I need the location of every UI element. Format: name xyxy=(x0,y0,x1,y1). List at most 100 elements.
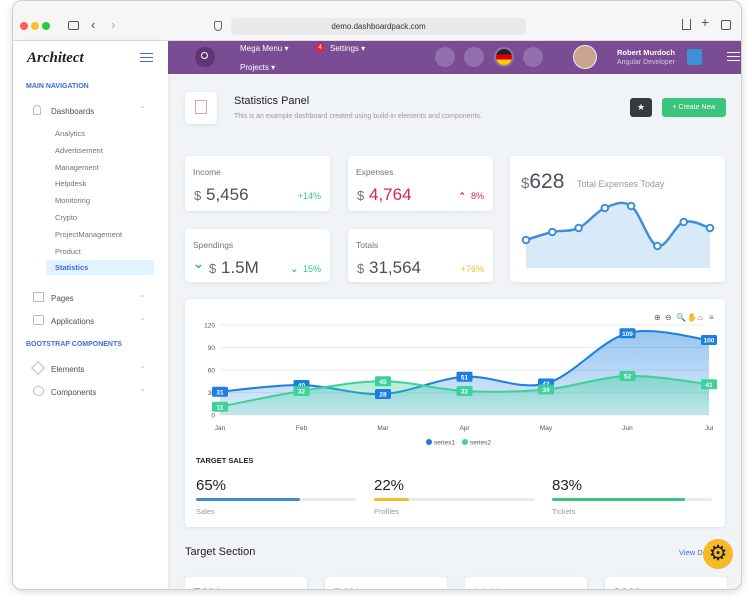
create-button[interactable]: + Create New xyxy=(662,98,726,117)
legend-marker xyxy=(462,439,468,445)
nav-subitem[interactable]: Helpdesk xyxy=(55,179,87,189)
sparkline-point xyxy=(547,227,557,237)
nav-icon xyxy=(33,315,44,325)
stat-card: Expenses $4,764 ⌃ 8% xyxy=(348,156,493,211)
data-label: 51 xyxy=(461,374,469,381)
settings-menu[interactable]: Settings ▾ xyxy=(330,44,366,53)
search-button[interactable] xyxy=(195,47,215,67)
share-button[interactable] xyxy=(682,19,691,30)
data-label: 52 xyxy=(624,374,632,381)
forward-button[interactable]: › xyxy=(111,17,116,32)
browser-toolbar: ‹ › demo.dashboardpack.com + xyxy=(13,1,741,41)
new-tab-button[interactable]: + xyxy=(701,14,710,30)
mega-menu[interactable]: Mega Menu ▾ xyxy=(240,44,289,53)
view-link[interactable]: View Details xyxy=(679,548,721,557)
data-label-box xyxy=(456,386,473,396)
currency: $ xyxy=(521,175,530,192)
stat-change: ⌄ 15% xyxy=(290,264,321,275)
chevron: ⌄ xyxy=(139,384,146,393)
language-button[interactable] xyxy=(494,47,514,67)
target-label: Sales xyxy=(196,507,215,516)
progress-bar xyxy=(552,498,685,501)
section-title: BOOTSTRAP COMPONENTS xyxy=(26,341,122,348)
grid-button[interactable] xyxy=(435,47,455,67)
stat-card: Spendings ⌄ $1.5M ⌄ 15% xyxy=(185,229,330,282)
notifications-button[interactable] xyxy=(464,47,484,67)
page-icon xyxy=(185,92,217,124)
favorite-button[interactable]: ★ xyxy=(630,98,652,117)
toolbar-icon: ≡ xyxy=(709,313,714,322)
x-tick-label: Jun xyxy=(622,425,633,432)
menu-toggle[interactable] xyxy=(140,53,153,62)
nav-subitem[interactable]: Management xyxy=(55,162,99,172)
toolbar-icon: ⊖ xyxy=(665,313,672,322)
y-tick-label: 0 xyxy=(211,413,215,420)
shield-icon xyxy=(214,21,222,31)
data-label-box xyxy=(212,401,228,412)
minimize-button[interactable] xyxy=(31,22,39,30)
close-button[interactable] xyxy=(20,22,28,30)
data-label: 34 xyxy=(542,387,550,394)
target-value: 83% xyxy=(552,477,583,494)
section-title: Target Section xyxy=(185,546,256,558)
chart-card: 0306090120JanFebMarAprMayJunJul314028514… xyxy=(185,299,725,527)
data-label-box xyxy=(619,371,636,381)
sparkline-point xyxy=(626,201,636,211)
data-label-box xyxy=(701,379,717,390)
stats-button[interactable] xyxy=(523,47,543,67)
zoom-button[interactable] xyxy=(42,22,50,30)
data-label: 41 xyxy=(705,382,713,389)
target-card-value: 54% xyxy=(333,585,361,589)
nav-subitem[interactable]: Advertisement xyxy=(55,145,103,155)
y-tick-label: 60 xyxy=(208,368,216,375)
data-label-box xyxy=(212,386,228,397)
data-label: 100 xyxy=(704,338,715,345)
settings-label: Settings xyxy=(330,44,359,53)
change-value: 8% xyxy=(470,191,484,201)
tabs-button[interactable] xyxy=(721,20,731,30)
projects-menu[interactable]: Projects ▾ xyxy=(240,63,276,72)
logo[interactable]: Architect xyxy=(27,50,84,66)
nav-subitem[interactable]: Crypto xyxy=(55,213,78,222)
progress-bar xyxy=(196,498,300,501)
stat-value: 1.5M xyxy=(221,258,259,277)
nav-subitem[interactable]: Analytics xyxy=(55,129,86,138)
user-role: Angular Developer xyxy=(617,59,675,66)
nav-item[interactable]: Applications xyxy=(51,317,95,326)
nav-item[interactable]: Elements xyxy=(51,365,85,374)
target-card: 71% xyxy=(185,577,307,589)
nav-icon xyxy=(30,360,46,376)
stat-label: Spendings xyxy=(193,240,234,250)
nav-item[interactable]: Components xyxy=(51,388,97,397)
address-bar[interactable]: demo.dashboardpack.com xyxy=(231,18,526,35)
nav-subitem[interactable]: Product xyxy=(55,246,81,256)
nav-item[interactable]: Pages xyxy=(51,294,74,303)
create-label: Create New xyxy=(678,104,716,111)
target-card-value: 89% xyxy=(613,585,641,589)
stat-card: Totals $31,564 +76% xyxy=(348,229,493,282)
x-tick-label: Feb xyxy=(296,425,308,432)
target-card: 89% xyxy=(605,577,727,589)
sparkline-point xyxy=(653,241,662,251)
x-tick-label: May xyxy=(540,425,553,432)
toolbar-icon: ⊕ xyxy=(654,313,661,322)
user-button[interactable] xyxy=(687,49,702,65)
nav-subitem[interactable]: ProjectManagement xyxy=(55,229,123,239)
nav-item[interactable]: Dashboards xyxy=(51,107,95,116)
y-tick-label: 120 xyxy=(204,323,215,330)
nav-subitem[interactable]: Monitoring xyxy=(55,196,91,206)
data-label-box xyxy=(619,328,636,339)
amount: $628 xyxy=(521,170,564,194)
stat-label: Totals xyxy=(356,240,379,250)
currency: $ xyxy=(357,261,365,276)
change-value: 15% xyxy=(302,264,321,274)
settings-gear[interactable]: ⚙ xyxy=(703,539,733,569)
menu-button[interactable] xyxy=(727,52,740,61)
nav-subitem[interactable]: Statistics xyxy=(55,263,89,273)
avatar[interactable] xyxy=(573,45,597,69)
sparkline-point xyxy=(574,223,583,233)
data-label: 32 xyxy=(298,389,306,396)
x-tick-label: Jul xyxy=(705,425,714,432)
back-button[interactable]: ‹ xyxy=(91,17,96,32)
sidebar-toggle[interactable] xyxy=(68,21,79,30)
